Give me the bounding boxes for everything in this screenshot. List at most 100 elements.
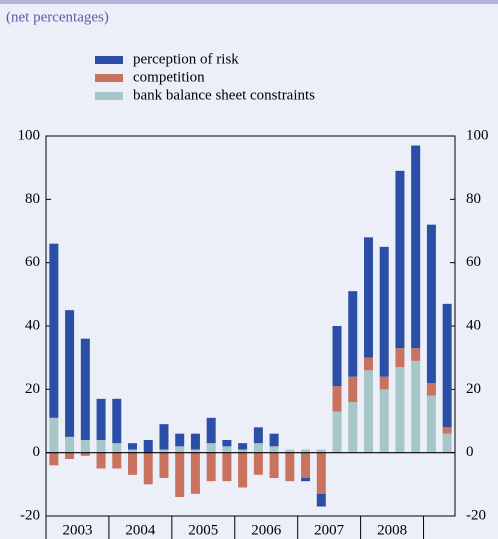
bar-segment <box>206 443 216 453</box>
y-tick-label-right: 80 <box>466 191 481 207</box>
bar-segment <box>426 224 436 383</box>
bar-segment <box>49 243 59 418</box>
legend-swatch <box>95 56 123 64</box>
x-tick-label: 2008 <box>377 522 407 538</box>
top-rule <box>0 0 498 4</box>
bar-segment <box>206 417 216 444</box>
legend-swatch <box>95 74 123 82</box>
legend-label: perception of risk <box>133 51 239 67</box>
bar-segment <box>206 452 216 482</box>
bar-segment <box>379 376 389 390</box>
y-tick-label: 80 <box>25 191 40 207</box>
bar-segment <box>65 310 75 437</box>
bar-segment <box>316 493 326 507</box>
bar-segment <box>316 452 326 494</box>
x-tick-label: 2005 <box>188 522 218 538</box>
bar-segment <box>190 449 200 453</box>
bar-segment <box>80 452 90 456</box>
bar-segment <box>238 452 248 488</box>
bar-segment <box>65 436 75 453</box>
bar-segment <box>332 386 342 412</box>
x-tick-label: 2006 <box>251 522 282 538</box>
bar-segment <box>253 443 263 453</box>
y-tick-label-right: 20 <box>466 381 481 397</box>
bar-segment <box>332 411 342 453</box>
bar-segment <box>128 452 138 475</box>
bar-segment <box>269 433 279 447</box>
bar-segment <box>222 440 232 447</box>
bar-segment <box>128 449 138 453</box>
bar-segment <box>348 402 358 453</box>
y-tick-label: -20 <box>20 507 40 523</box>
y-tick-label: 60 <box>25 254 40 270</box>
bar-segment <box>175 446 185 453</box>
bar-segment <box>112 452 122 469</box>
bar-segment <box>128 443 138 450</box>
bar-segment <box>316 449 326 453</box>
bar-segment <box>442 427 452 434</box>
y-tick-label: 20 <box>25 381 40 397</box>
bar-segment <box>269 452 279 478</box>
bar-segment <box>112 398 122 444</box>
bar-segment <box>363 370 373 453</box>
y-tick-label-right: 60 <box>466 254 481 270</box>
bar-segment <box>411 348 421 361</box>
bar-segment <box>159 452 169 478</box>
bar-segment <box>143 440 153 453</box>
x-tick-label: 2004 <box>125 522 156 538</box>
bar-segment <box>175 433 185 447</box>
y-tick-label-right: 100 <box>466 127 489 143</box>
bar-segment <box>49 417 59 453</box>
legend-label: bank balance sheet constraints <box>133 87 315 103</box>
y-tick-label-right: -20 <box>466 507 486 523</box>
bar-segment <box>222 452 232 482</box>
legend-label: competition <box>133 69 205 85</box>
bar-segment <box>175 452 185 497</box>
bar-segment <box>411 360 421 453</box>
bar-segment <box>348 376 358 402</box>
y-tick-label: 100 <box>18 127 41 143</box>
bar-segment <box>442 433 452 453</box>
bar-segment <box>395 170 405 349</box>
bar-segment <box>426 383 436 396</box>
bar-segment <box>301 449 311 453</box>
bar-segment <box>426 395 436 453</box>
bar-segment <box>49 452 59 466</box>
bar-segment <box>253 452 263 475</box>
bar-segment <box>363 357 373 371</box>
bar-segment <box>363 237 373 358</box>
bar-segment <box>159 424 169 450</box>
bar-segment <box>442 303 452 428</box>
bar-segment <box>285 449 295 453</box>
bar-segment <box>332 326 342 387</box>
bar-segment <box>80 440 90 453</box>
bar-segment <box>80 338 90 440</box>
x-tick-label: 2007 <box>314 522 345 538</box>
bar-segment <box>269 446 279 453</box>
bar-segment <box>238 449 248 453</box>
bar-segment <box>190 433 200 450</box>
bar-segment <box>112 443 122 453</box>
bar-segment <box>159 449 169 453</box>
bar-segment <box>395 367 405 453</box>
bar-segment <box>348 291 358 377</box>
x-tick-label: 2003 <box>62 522 92 538</box>
bar-segment <box>143 452 153 485</box>
y-tick-label: 0 <box>33 444 41 460</box>
bar-segment <box>222 446 232 453</box>
bar-segment <box>65 452 75 459</box>
bar-segment <box>379 389 389 453</box>
y-tick-label-right: 40 <box>466 317 481 333</box>
bar-segment <box>96 398 106 440</box>
bar-segment <box>301 478 311 482</box>
y-tick-label: 40 <box>25 317 40 333</box>
bar-segment <box>411 145 421 349</box>
bar-segment <box>395 348 405 368</box>
bar-segment <box>238 443 248 450</box>
legend-swatch <box>95 92 123 100</box>
subtitle: (net percentages) <box>6 9 109 25</box>
bar-segment <box>301 452 311 478</box>
bar-segment <box>190 452 200 494</box>
